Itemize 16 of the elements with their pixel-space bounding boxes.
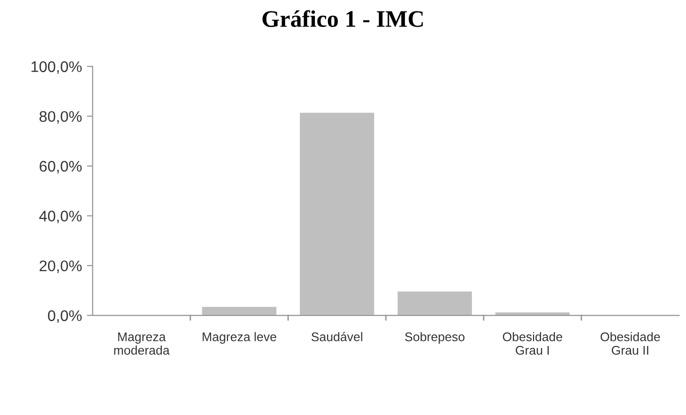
y-tick-label: 20,0% xyxy=(40,260,82,274)
y-tick-label: 100,0% xyxy=(32,61,82,74)
bar xyxy=(202,306,276,316)
y-tick-label: 0,0% xyxy=(48,310,82,323)
x-tick-label: Obesidade Grau II xyxy=(600,332,660,355)
y-tick-label: 40,0% xyxy=(39,210,82,224)
bar xyxy=(300,112,374,316)
bar xyxy=(398,291,472,316)
y-tick-label: 80,0% xyxy=(40,111,82,124)
x-tick-label: Obesidade Grau I xyxy=(502,332,562,355)
x-tick-label: Magreza moderada xyxy=(114,332,170,355)
y-tick-label: 60,0% xyxy=(40,160,82,174)
x-tick-label: Magreza leve xyxy=(202,332,276,344)
chart-title: Gráfico 1 - IMC xyxy=(262,10,423,27)
x-tick-label: Sobrepeso xyxy=(405,332,464,344)
x-tick-label: Saudável xyxy=(312,332,362,342)
